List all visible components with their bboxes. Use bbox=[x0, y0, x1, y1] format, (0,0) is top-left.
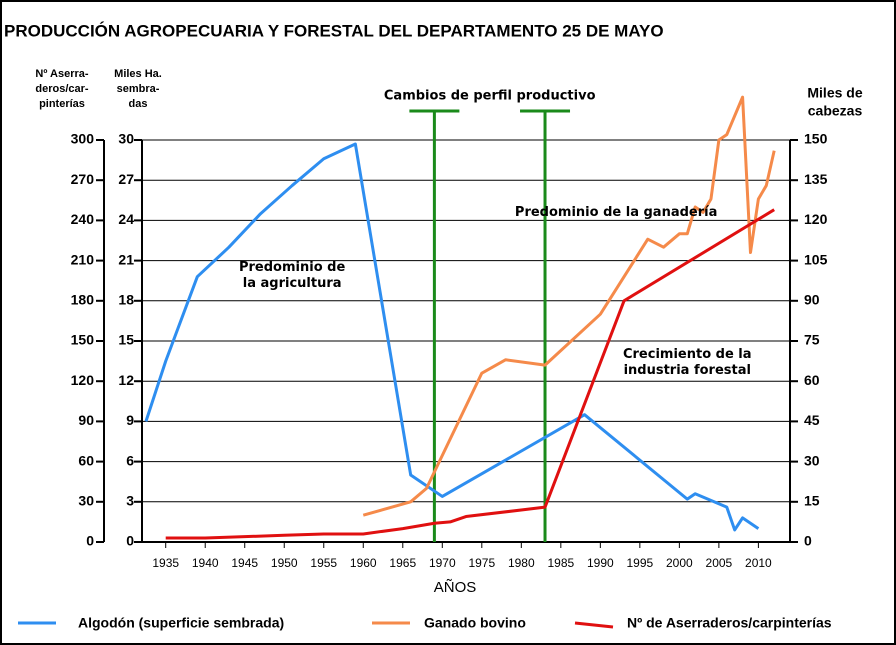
legend-label: Nº de Aserraderos/carpinterías bbox=[627, 615, 832, 631]
series-line bbox=[144, 142, 760, 532]
annotation: Predominio de la ganadería bbox=[515, 205, 717, 220]
y-tick-label: 90 bbox=[804, 292, 820, 308]
annotation: industria forestal bbox=[624, 363, 751, 378]
y-tick-label: 30 bbox=[78, 493, 94, 509]
x-tick-label: 1940 bbox=[192, 556, 219, 570]
y-tick-label: 120 bbox=[71, 372, 95, 388]
y-tick-label: 3 bbox=[126, 493, 134, 509]
y-tick-label: 30 bbox=[118, 131, 134, 147]
y-tick-label: 24 bbox=[118, 211, 134, 227]
legend-label: Algodón (superficie sembrada) bbox=[78, 615, 284, 631]
y-tick-label: 0 bbox=[86, 533, 94, 549]
x-tick-label: 1955 bbox=[310, 556, 337, 570]
series-line bbox=[165, 208, 775, 540]
y-tick-label: 9 bbox=[126, 412, 134, 428]
x-tick-label: 1945 bbox=[231, 556, 258, 570]
y-axis-title: deros/car- bbox=[35, 83, 89, 95]
x-tick-label: 1990 bbox=[587, 556, 614, 570]
y-tick-label: 75 bbox=[804, 332, 820, 348]
y-tick-label: 135 bbox=[804, 171, 828, 187]
y-tick-label: 60 bbox=[78, 452, 94, 468]
y-tick-label: 12 bbox=[118, 372, 134, 388]
y-axis-title: pinterías bbox=[39, 98, 85, 110]
x-tick-label: 1985 bbox=[547, 556, 574, 570]
y-tick-label: 105 bbox=[804, 251, 828, 267]
y-tick-label: 150 bbox=[71, 332, 95, 348]
y-tick-label: 210 bbox=[71, 251, 95, 267]
x-tick-label: 1995 bbox=[627, 556, 654, 570]
annotation: la agricultura bbox=[243, 276, 342, 291]
x-tick-label: 2005 bbox=[706, 556, 733, 570]
y-axis-title: Nº Aserra- bbox=[35, 68, 88, 80]
x-tick-label: 2010 bbox=[745, 556, 772, 570]
x-tick-label: 1980 bbox=[508, 556, 535, 570]
x-tick-label: 1950 bbox=[271, 556, 298, 570]
y3-axis-title: cabezas bbox=[808, 103, 863, 119]
y-tick-label: 27 bbox=[118, 171, 134, 187]
y-tick-label: 120 bbox=[804, 211, 828, 227]
y-tick-label: 30 bbox=[804, 452, 820, 468]
y-tick-label: 150 bbox=[804, 131, 828, 147]
y2-axis-title: Miles Ha. bbox=[114, 68, 162, 80]
y3-axis-title: Miles de bbox=[807, 85, 862, 101]
y-tick-label: 60 bbox=[804, 372, 820, 388]
x-tick-label: 1960 bbox=[350, 556, 377, 570]
y2-axis-title: sembra- bbox=[117, 83, 160, 95]
x-tick-label: 2000 bbox=[666, 556, 693, 570]
x-tick-label: 1975 bbox=[468, 556, 495, 570]
legend-swatch bbox=[574, 621, 614, 629]
y-tick-label: 21 bbox=[118, 251, 134, 267]
chart-title: PRODUCCIÓN AGROPECUARIA Y FORESTAL DEL D… bbox=[4, 21, 664, 40]
y-tick-label: 45 bbox=[804, 412, 820, 428]
y-tick-label: 18 bbox=[118, 292, 134, 308]
y2-axis-title: das bbox=[129, 98, 148, 110]
y-tick-label: 6 bbox=[126, 452, 134, 468]
y-tick-label: 0 bbox=[126, 533, 134, 549]
x-tick-label: 1935 bbox=[152, 556, 179, 570]
y-tick-label: 240 bbox=[71, 211, 95, 227]
annotation: Crecimiento de la bbox=[623, 347, 752, 362]
series-line bbox=[362, 95, 776, 517]
x-tick-label: 1970 bbox=[429, 556, 456, 570]
y-tick-label: 300 bbox=[71, 131, 95, 147]
y-tick-label: 15 bbox=[804, 493, 820, 509]
y-tick-label: 15 bbox=[118, 332, 134, 348]
x-tick-label: 1965 bbox=[389, 556, 416, 570]
legend-label: Ganado bovino bbox=[424, 615, 526, 631]
annotation: Cambios de perfil productivo bbox=[384, 89, 596, 104]
annotation: Predominio de bbox=[239, 260, 345, 275]
y-tick-label: 270 bbox=[71, 171, 95, 187]
y-tick-label: 0 bbox=[804, 533, 812, 549]
y-tick-label: 180 bbox=[71, 292, 95, 308]
x-axis-title: AÑOS bbox=[434, 579, 477, 596]
y-tick-label: 90 bbox=[78, 412, 94, 428]
